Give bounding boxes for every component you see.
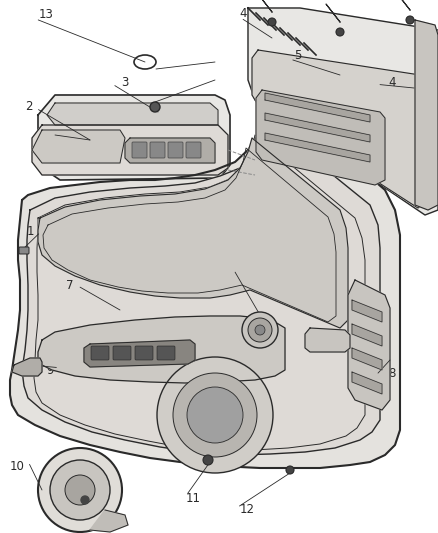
Polygon shape <box>32 130 125 163</box>
Polygon shape <box>38 95 230 180</box>
Polygon shape <box>47 103 218 125</box>
Circle shape <box>173 373 257 457</box>
FancyBboxPatch shape <box>150 142 165 158</box>
Polygon shape <box>305 328 350 352</box>
Text: 11: 11 <box>185 492 200 505</box>
Polygon shape <box>352 348 382 370</box>
Text: 4: 4 <box>239 7 247 20</box>
Circle shape <box>65 475 95 505</box>
Polygon shape <box>352 324 382 346</box>
Text: 12: 12 <box>240 503 255 515</box>
Text: 13: 13 <box>39 9 54 21</box>
Text: 4: 4 <box>388 76 396 89</box>
Polygon shape <box>415 20 438 210</box>
Circle shape <box>255 325 265 335</box>
FancyBboxPatch shape <box>113 346 131 360</box>
Circle shape <box>286 466 294 474</box>
Circle shape <box>336 28 344 36</box>
Text: 3: 3 <box>121 76 128 89</box>
FancyBboxPatch shape <box>186 142 201 158</box>
FancyBboxPatch shape <box>132 142 147 158</box>
Polygon shape <box>125 138 215 163</box>
Text: 9: 9 <box>46 364 54 377</box>
Polygon shape <box>84 340 195 367</box>
Polygon shape <box>22 120 380 455</box>
Circle shape <box>157 357 273 473</box>
Polygon shape <box>265 93 370 122</box>
Polygon shape <box>348 280 390 410</box>
Polygon shape <box>265 133 370 162</box>
Circle shape <box>203 455 213 465</box>
Polygon shape <box>32 125 228 175</box>
Circle shape <box>150 102 160 112</box>
Polygon shape <box>265 113 370 142</box>
Polygon shape <box>90 510 128 532</box>
Polygon shape <box>10 95 400 468</box>
Polygon shape <box>252 50 430 208</box>
Polygon shape <box>248 8 438 215</box>
FancyBboxPatch shape <box>19 247 29 254</box>
Polygon shape <box>38 316 285 383</box>
Polygon shape <box>352 372 382 394</box>
Polygon shape <box>38 138 348 328</box>
Circle shape <box>268 18 276 26</box>
Text: 6: 6 <box>239 263 247 276</box>
Polygon shape <box>352 300 382 322</box>
Text: 7: 7 <box>66 279 74 292</box>
Circle shape <box>406 16 414 24</box>
FancyBboxPatch shape <box>135 346 153 360</box>
Circle shape <box>50 460 110 520</box>
FancyBboxPatch shape <box>168 142 183 158</box>
Circle shape <box>38 448 122 532</box>
Text: 2: 2 <box>25 100 32 113</box>
Polygon shape <box>256 90 385 185</box>
Circle shape <box>81 496 89 504</box>
Polygon shape <box>12 358 42 376</box>
Circle shape <box>187 387 243 443</box>
FancyBboxPatch shape <box>91 346 109 360</box>
Circle shape <box>242 312 278 348</box>
FancyBboxPatch shape <box>157 346 175 360</box>
Text: 8: 8 <box>389 367 396 379</box>
Text: 5: 5 <box>294 50 301 62</box>
Text: 1: 1 <box>27 225 35 238</box>
Text: 10: 10 <box>10 460 25 473</box>
Circle shape <box>248 318 272 342</box>
